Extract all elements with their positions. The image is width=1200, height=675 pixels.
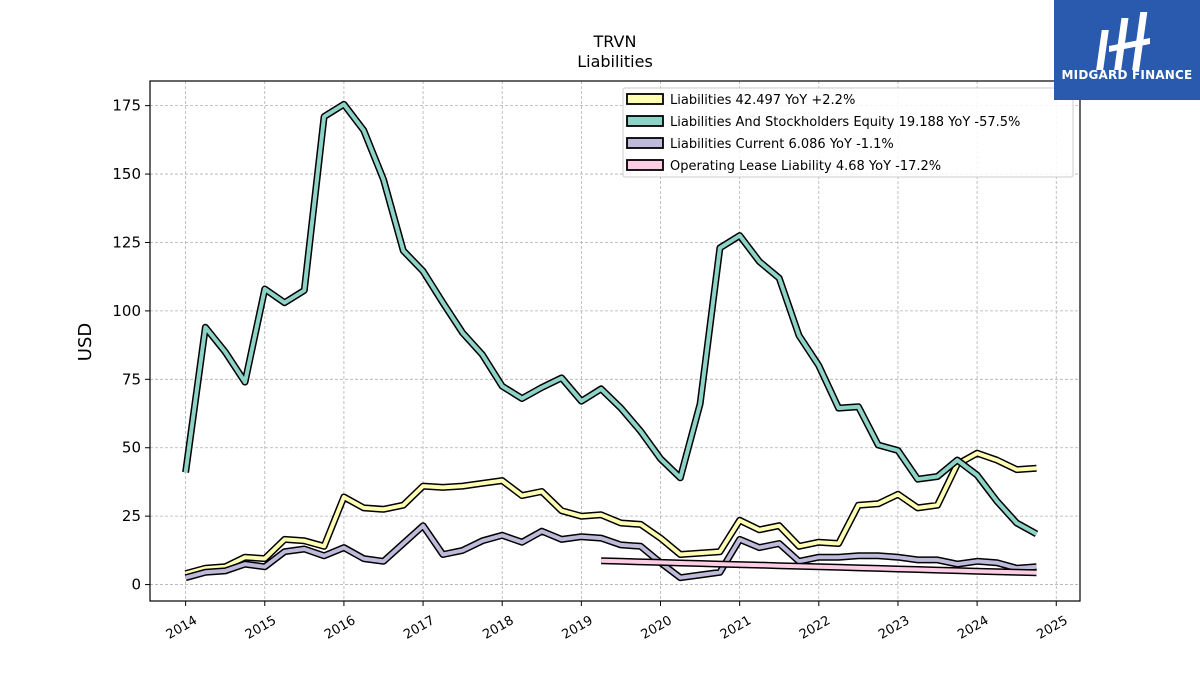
x-tick-label: 2024 [955,613,991,643]
x-tick-label: 2022 [797,613,833,643]
brand-logo: MIDGARD FINANCE [1054,0,1200,100]
legend-box [622,87,1074,178]
x-tick-label: 2023 [876,613,912,643]
brand-logo-icon [1096,12,1150,70]
x-tick-label: 2018 [480,613,516,643]
y-tick-label: 25 [122,507,141,525]
y-tick-label: 0 [131,576,141,594]
legend-entry: Liabilities And Stockholders Equity 19.1… [670,115,1020,130]
series-line-liabilities-and-stockholders-equity [183,102,1038,536]
x-tick-label: 2020 [639,613,675,643]
y-tick-label: 50 [122,439,141,457]
y-tick-label: 175 [112,97,141,115]
series-line-liabilities [185,451,1037,576]
x-tick-label: 2021 [718,613,754,643]
x-tick-label: 2016 [322,613,358,643]
chart-title: TRVN [593,32,637,51]
series-line-liabilities-current [185,523,1037,580]
y-tick-label: 150 [112,165,141,183]
legend-swatch [626,137,664,149]
legend-entry: Liabilities 42.497 YoY +2.2% [670,93,855,108]
legend-entry: Operating Lease Liability 4.68 YoY -17.2… [670,159,941,174]
legend-entry: Liabilities Current 6.086 YoY -1.1% [670,137,894,152]
x-tick-label: 2017 [401,613,437,643]
y-axis-label: USD [75,323,96,361]
series-layer [182,100,1039,582]
x-tick-label: 2014 [164,613,200,643]
series-line-operating-lease-liability [601,558,1037,575]
x-tick-label: 2015 [243,613,279,643]
brand-name: MIDGARD FINANCE [1061,68,1193,82]
legend-swatch [626,159,664,171]
legend-swatch [626,115,664,127]
chart-subtitle: Liabilities [577,52,653,71]
x-tick-label: 2025 [1034,613,1070,643]
y-tick-label: 100 [112,302,141,320]
y-tick-label: 125 [112,233,141,251]
y-tick-label: 75 [122,370,141,388]
x-tick-label: 2019 [560,613,596,643]
legend: Liabilities 42.497 YoY +2.2% Liabilities … [622,87,1074,178]
plot-frame [149,80,1081,602]
legend-swatch [626,93,664,105]
